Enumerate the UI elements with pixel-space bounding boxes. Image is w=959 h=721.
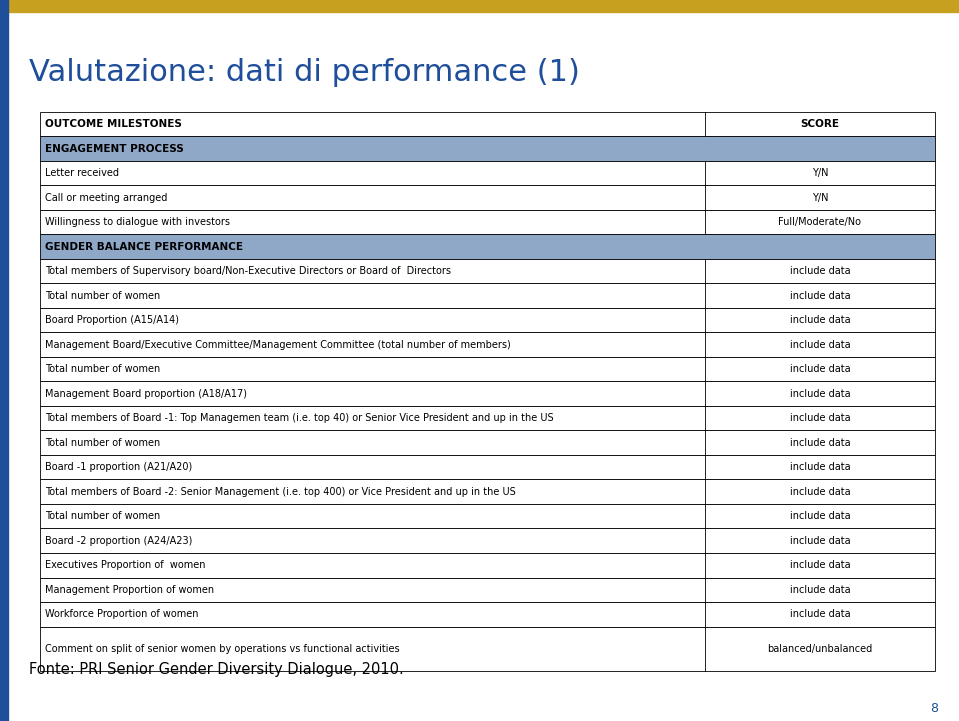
Text: Fonte: PRI Senior Gender Diversity Dialogue, 2010.: Fonte: PRI Senior Gender Diversity Dialo…	[29, 662, 404, 676]
Bar	[40, 283, 935, 308]
Text: Total members of Board -1: Top Managemen team (i.e. top 40) or Senior Vice Presi: Total members of Board -1: Top Managemen…	[45, 413, 553, 423]
Text: Y/N: Y/N	[811, 193, 829, 203]
Text: Comment on split of senior women by operations vs functional activities: Comment on split of senior women by oper…	[45, 644, 400, 654]
Text: balanced/unbalanced: balanced/unbalanced	[767, 644, 873, 654]
Text: include data: include data	[789, 389, 851, 399]
Text: include data: include data	[789, 609, 851, 619]
Text: include data: include data	[789, 364, 851, 374]
Text: Full/Moderate/No: Full/Moderate/No	[779, 217, 861, 227]
Text: include data: include data	[789, 291, 851, 301]
Text: OUTCOME MILESTONES: OUTCOME MILESTONES	[45, 119, 182, 129]
Bar	[0, 0, 8, 721]
Text: Total members of Supervisory board/Non-Executive Directors or Board of  Director: Total members of Supervisory board/Non-E…	[45, 266, 451, 276]
Text: Management Proportion of women: Management Proportion of women	[45, 585, 214, 595]
Bar	[40, 479, 935, 504]
Text: Workforce Proportion of women: Workforce Proportion of women	[45, 609, 199, 619]
Text: GENDER BALANCE PERFORMANCE: GENDER BALANCE PERFORMANCE	[45, 242, 243, 252]
Text: include data: include data	[789, 560, 851, 570]
Text: include data: include data	[789, 266, 851, 276]
Bar	[40, 528, 935, 553]
Bar	[40, 357, 935, 381]
Bar	[40, 136, 935, 161]
Text: SCORE: SCORE	[801, 119, 839, 129]
Text: include data: include data	[789, 462, 851, 472]
Text: Valutazione: dati di performance (1): Valutazione: dati di performance (1)	[29, 58, 579, 87]
Bar	[40, 259, 935, 283]
Text: Board -1 proportion (A21/A20): Board -1 proportion (A21/A20)	[45, 462, 193, 472]
Text: Total number of women: Total number of women	[45, 291, 160, 301]
Bar	[40, 332, 935, 357]
Bar	[40, 627, 935, 671]
Text: include data: include data	[789, 413, 851, 423]
Text: include data: include data	[789, 315, 851, 325]
Text: Board -2 proportion (A24/A23): Board -2 proportion (A24/A23)	[45, 536, 193, 546]
Text: Y/N: Y/N	[811, 168, 829, 178]
Bar	[40, 430, 935, 455]
Text: include data: include data	[789, 511, 851, 521]
Text: 8: 8	[930, 702, 938, 715]
Text: include data: include data	[789, 340, 851, 350]
Bar	[40, 381, 935, 406]
Text: Total number of women: Total number of women	[45, 511, 160, 521]
Bar	[40, 553, 935, 578]
Text: Letter received: Letter received	[45, 168, 119, 178]
Text: Call or meeting arranged: Call or meeting arranged	[45, 193, 168, 203]
Text: Executives Proportion of  women: Executives Proportion of women	[45, 560, 205, 570]
Bar	[40, 112, 935, 136]
Bar	[40, 210, 935, 234]
Bar	[40, 161, 935, 185]
Text: ENGAGEMENT PROCESS: ENGAGEMENT PROCESS	[45, 143, 184, 154]
Text: Management Board proportion (A18/A17): Management Board proportion (A18/A17)	[45, 389, 247, 399]
Text: include data: include data	[789, 438, 851, 448]
Text: include data: include data	[789, 536, 851, 546]
Bar	[40, 578, 935, 602]
Text: Total number of women: Total number of women	[45, 364, 160, 374]
Bar	[40, 185, 935, 210]
Bar	[40, 308, 935, 332]
Text: include data: include data	[789, 585, 851, 595]
Text: Board Proportion (A15/A14): Board Proportion (A15/A14)	[45, 315, 179, 325]
Bar	[0, 0, 959, 12]
Bar	[40, 234, 935, 259]
Text: include data: include data	[789, 487, 851, 497]
Bar	[40, 455, 935, 479]
Text: Total members of Board -2: Senior Management (i.e. top 400) or Vice President an: Total members of Board -2: Senior Manage…	[45, 487, 516, 497]
Bar	[40, 504, 935, 528]
Text: Total number of women: Total number of women	[45, 438, 160, 448]
Text: Management Board/Executive Committee/Management Committee (total number of membe: Management Board/Executive Committee/Man…	[45, 340, 511, 350]
Bar	[40, 602, 935, 627]
Text: Willingness to dialogue with investors: Willingness to dialogue with investors	[45, 217, 230, 227]
Bar	[40, 406, 935, 430]
